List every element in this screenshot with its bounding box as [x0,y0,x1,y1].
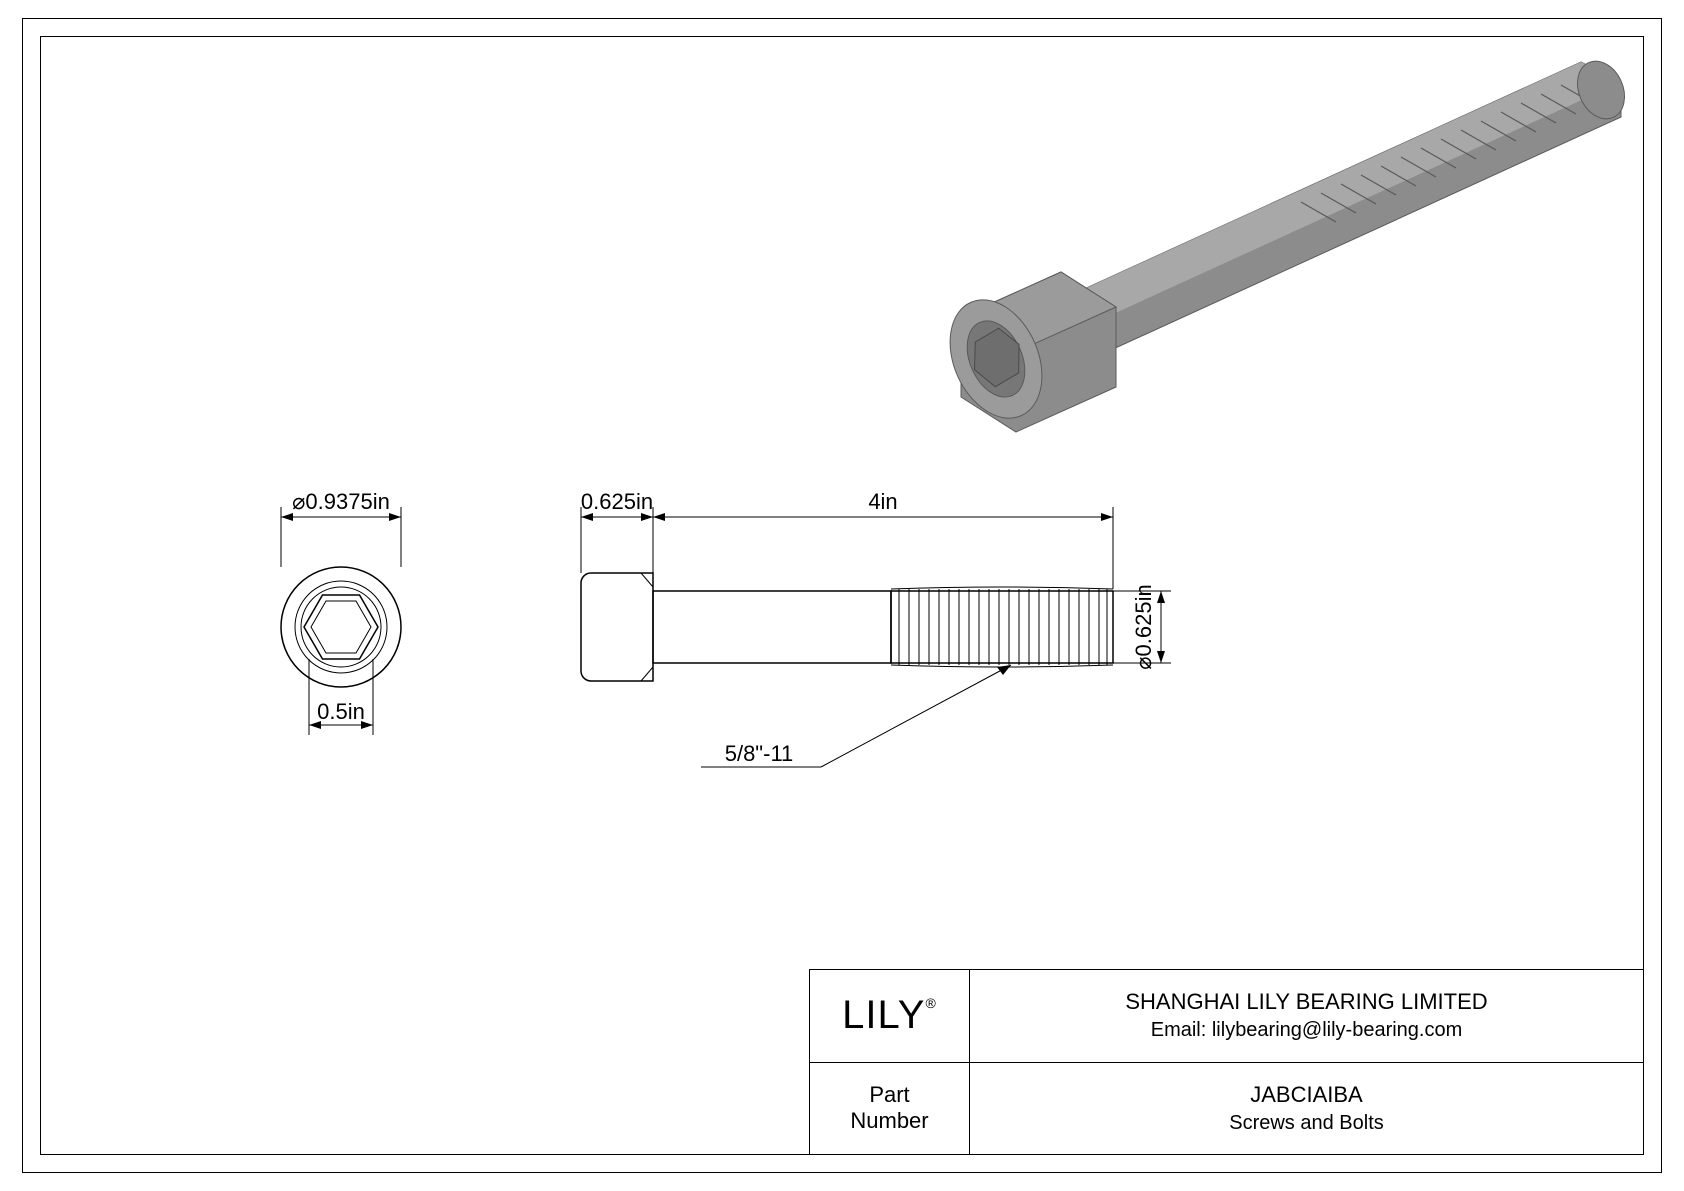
thread-region [891,587,1113,667]
part-number-label: PartNumber [850,1082,928,1135]
front-view: ⌀0.9375in 0.5in [281,489,401,735]
dim-shaft-length-text: 4in [868,489,897,514]
part-number-value: JABCIAIBA [1250,1082,1362,1108]
title-block: LILY® SHANGHAI LILY BEARING LIMITED Emai… [809,969,1643,1154]
logo-text: LILY® [842,993,937,1038]
part-number-cell: JABCIAIBA Screws and Bolts [970,1063,1643,1155]
logo-cell: LILY® [810,970,970,1062]
part-description: Screws and Bolts [1229,1112,1384,1135]
dim-head-diameter: ⌀0.9375in [281,489,401,567]
dim-hex-width-text: 0.5in [317,699,365,724]
thread-spec-text: 5/8"-11 [725,741,794,766]
logo-main: LILY [842,993,925,1037]
title-block-row-company: LILY® SHANGHAI LILY BEARING LIMITED Emai… [810,970,1643,1063]
dim-head-diameter-text: ⌀0.9375in [292,489,390,514]
dim-shaft-length: 4in [653,489,1113,589]
inner-frame: ⌀0.9375in 0.5in [40,36,1644,1155]
part-number-label-cell: PartNumber [810,1063,970,1155]
logo-registered-icon: ® [926,995,937,1011]
thread-spec-leader: 5/8"-11 [701,665,1011,767]
side-view: 0.625in 4in ⌀0. [581,489,1171,767]
dim-head-length-text: 0.625in [581,489,653,514]
title-block-row-part: PartNumber JABCIAIBA Screws and Bolts [810,1063,1643,1155]
dim-head-length: 0.625in [581,489,653,573]
iso-render [932,54,1633,433]
company-cell: SHANGHAI LILY BEARING LIMITED Email: lil… [970,970,1643,1062]
dim-hex-width: 0.5in [309,659,373,735]
company-name: SHANGHAI LILY BEARING LIMITED [1125,989,1487,1015]
dim-shaft-diameter: ⌀0.625in [1113,584,1171,669]
company-email: Email: lilybearing@lily-bearing.com [1151,1019,1463,1042]
dim-shaft-diameter-text: ⌀0.625in [1131,584,1156,669]
page: ⌀0.9375in 0.5in [0,0,1684,1191]
